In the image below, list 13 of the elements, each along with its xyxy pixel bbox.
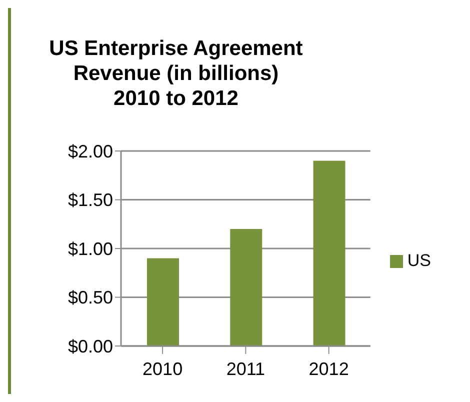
y-tick-label: $1.50 xyxy=(68,190,113,210)
x-tick-label: 2012 xyxy=(308,358,349,379)
x-tick-label: 2010 xyxy=(142,358,183,379)
y-tick-label: $0.00 xyxy=(68,336,113,356)
bar xyxy=(230,229,262,346)
legend-label: US xyxy=(407,251,431,270)
bar xyxy=(147,258,179,346)
chart-title: US Enterprise Agreement Revenue (in billions) 2010 to 2012 xyxy=(48,36,304,111)
bar xyxy=(313,160,346,346)
x-tick-label: 2011 xyxy=(226,358,266,379)
y-tick-label: $2.00 xyxy=(68,141,113,162)
y-tick-label: $0.50 xyxy=(68,288,113,308)
y-tick-label: $1.00 xyxy=(68,238,113,259)
